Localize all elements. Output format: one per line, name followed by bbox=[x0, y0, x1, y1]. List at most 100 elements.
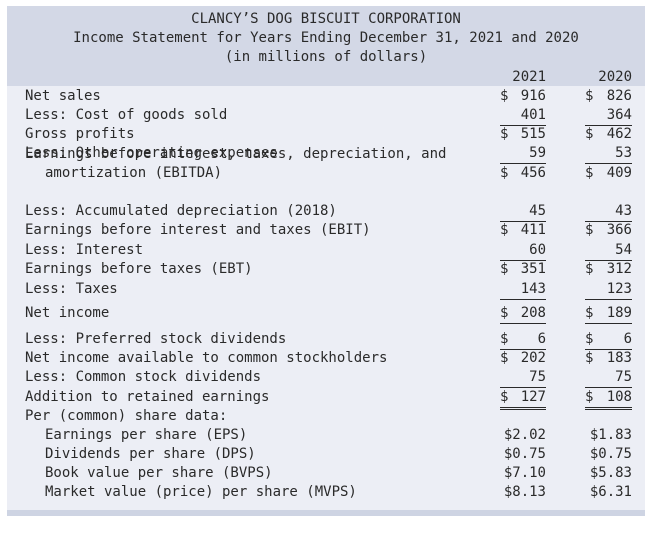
amount: 202 bbox=[520, 350, 546, 366]
value-2020: $312 bbox=[585, 260, 632, 279]
per-share-heading-row: Per (common) share data: bbox=[7, 407, 645, 426]
value-2021: $916 bbox=[500, 87, 546, 106]
amount: 75 bbox=[529, 369, 546, 385]
dollar-sign: $ bbox=[585, 331, 594, 347]
amount: 401 bbox=[520, 107, 546, 123]
dollar-sign: $ bbox=[585, 389, 594, 405]
value-2021: $202 bbox=[500, 349, 546, 368]
value-2020: 43 bbox=[585, 202, 632, 222]
value-2020: 75 bbox=[585, 368, 632, 388]
amount: 916 bbox=[520, 88, 546, 104]
line-item-label: Less: Other operating expenses bbox=[25, 145, 278, 161]
per-share-row: Market value (price) per share (MVPS) $8.… bbox=[7, 483, 645, 502]
value-2020: $189 bbox=[585, 304, 632, 324]
dollar-sign: $ bbox=[585, 165, 594, 181]
statement-title: Income Statement for Years Ending Decemb… bbox=[73, 30, 579, 46]
dollar-sign: $ bbox=[500, 389, 509, 405]
line-item-row: Addition to retained earnings $127 $108 bbox=[7, 388, 645, 410]
dollar-sign: $ bbox=[585, 88, 594, 104]
line-item-label: Less: Interest bbox=[25, 242, 144, 258]
footer-bar bbox=[7, 510, 645, 516]
line-item-row: Net income $208 $189 bbox=[7, 304, 645, 324]
amount: 183 bbox=[606, 350, 632, 366]
value-2021: 75 bbox=[500, 368, 546, 388]
per-share-value-2020: $6.31 bbox=[589, 484, 632, 500]
dollar-sign: $ bbox=[500, 331, 509, 347]
value-2021: $411 bbox=[500, 221, 546, 240]
value-2020: $108 bbox=[585, 388, 632, 410]
amount: 108 bbox=[606, 389, 632, 405]
value-2021: $127 bbox=[500, 388, 546, 410]
line-item-row: Net income available to common stockhold… bbox=[7, 349, 645, 368]
dollar-sign: $ bbox=[500, 88, 509, 104]
line-item-label: Less: Preferred stock dividends bbox=[25, 331, 287, 347]
value-2020: 53 bbox=[585, 144, 632, 164]
amount: 462 bbox=[606, 126, 632, 142]
line-item-label: Net income available to common stockhold… bbox=[25, 350, 388, 366]
per-share-value-2020: $0.75 bbox=[589, 446, 632, 462]
line-item-label: Less: Accumulated depreciation (2018) bbox=[25, 203, 337, 219]
per-share-label: Market value (price) per share (MVPS) bbox=[45, 484, 357, 500]
value-2020: $366 bbox=[585, 221, 632, 240]
amount: 312 bbox=[606, 261, 632, 277]
value-2020: $409 bbox=[585, 164, 632, 183]
amount: 75 bbox=[615, 369, 632, 385]
statement-body bbox=[7, 66, 645, 510]
dollar-sign: $ bbox=[585, 350, 594, 366]
value-2020: 123 bbox=[585, 280, 632, 300]
line-item-row: Earnings before taxes (EBT) $351 $312 bbox=[7, 260, 645, 279]
value-2021: 60 bbox=[500, 241, 546, 261]
column-2021: 2021 bbox=[512, 69, 546, 85]
per-share-label: Earnings per share (EPS) bbox=[45, 427, 248, 443]
amount: 208 bbox=[520, 305, 546, 321]
amount: 54 bbox=[615, 242, 632, 258]
amount: 364 bbox=[606, 107, 632, 123]
line-item-label: Addition to retained earnings bbox=[25, 389, 270, 405]
per-share-label: Book value per share (BVPS) bbox=[45, 465, 273, 481]
per-share-value-2021: $8.13 bbox=[503, 484, 546, 500]
line-item-label-continued: amortization (EBITDA) bbox=[45, 165, 223, 181]
amount: 411 bbox=[520, 222, 546, 238]
line-item-label: Net income bbox=[25, 305, 110, 321]
line-item-row: Less: Taxes 143 123 bbox=[7, 280, 645, 300]
amount: 515 bbox=[520, 126, 546, 142]
line-item-row: Less: Common stock dividends 75 75 bbox=[7, 368, 645, 388]
value-2021: $456 bbox=[500, 164, 546, 183]
amount: 409 bbox=[606, 165, 632, 181]
dollar-sign: $ bbox=[585, 305, 594, 321]
amount: 53 bbox=[615, 145, 632, 161]
value-2020: 364 bbox=[585, 106, 632, 126]
value-2021: $208 bbox=[500, 304, 546, 324]
amount: 6 bbox=[537, 331, 546, 347]
per-share-value-2021: $2.02 bbox=[503, 427, 546, 443]
amount: 60 bbox=[529, 242, 546, 258]
amount: 826 bbox=[606, 88, 632, 104]
dollar-sign: $ bbox=[500, 350, 509, 366]
line-item-label: Less: Taxes bbox=[25, 281, 118, 297]
amount: 143 bbox=[520, 281, 546, 297]
dollar-sign: $ bbox=[585, 222, 594, 238]
amount: 189 bbox=[606, 305, 632, 321]
line-item-row: Less: Cost of goods sold 401 364 bbox=[7, 106, 645, 126]
amount: 123 bbox=[606, 281, 632, 297]
per-share-value-2020: $5.83 bbox=[589, 465, 632, 481]
value-2021: 45 bbox=[500, 202, 546, 222]
line-item-row: Less: Preferred stock dividends $6 $6 bbox=[7, 330, 645, 350]
column-headers: 2021 2020 bbox=[7, 68, 645, 87]
amount: 45 bbox=[529, 203, 546, 219]
value-2020: 54 bbox=[585, 241, 632, 261]
amount: 43 bbox=[615, 203, 632, 219]
per-share-value-2020: $1.83 bbox=[589, 427, 632, 443]
line-item-row: Net sales $916 $826 bbox=[7, 87, 645, 106]
amount: 456 bbox=[520, 165, 546, 181]
line-item-label: Earnings before interest and taxes (EBIT… bbox=[25, 222, 371, 238]
per-share-value-2021: $0.75 bbox=[503, 446, 546, 462]
statement-header: CLANCY’S DOG BISCUIT CORPORATION Income … bbox=[7, 6, 645, 86]
line-item-label: Gross profits bbox=[25, 126, 135, 142]
line-item-label: Earnings before taxes (EBT) bbox=[25, 261, 253, 277]
value-2021: 401 bbox=[500, 106, 546, 126]
line-item-label: Less: Cost of goods sold bbox=[25, 107, 228, 123]
per-share-heading: Per (common) share data: bbox=[25, 408, 228, 424]
amount: 127 bbox=[520, 389, 546, 405]
value-2020: $462 bbox=[585, 125, 632, 144]
